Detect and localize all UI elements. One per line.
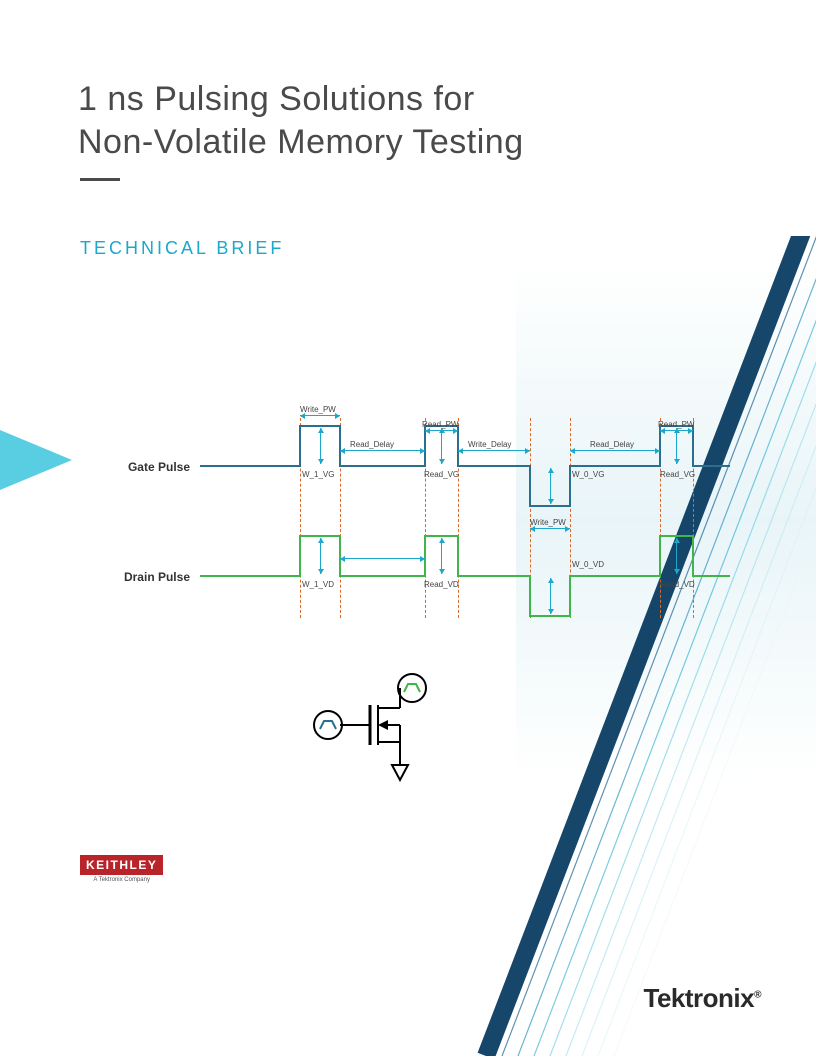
registered-mark: ®	[754, 989, 761, 1000]
gate-waveform	[200, 420, 740, 520]
h-arrow	[458, 450, 530, 451]
annotation-label: Read_VG	[424, 470, 459, 479]
diagonal-decor-lines	[396, 236, 816, 1056]
page-title: 1 ns Pulsing Solutions for Non-Volatile …	[78, 78, 524, 163]
annotation-label: Read_VG	[660, 470, 695, 479]
annotation-label: Write_PW	[530, 518, 566, 527]
annotation-label: W_1_VD	[302, 580, 334, 589]
v-arrow	[550, 578, 551, 614]
tektronix-name: Tektronix	[644, 983, 755, 1013]
annotation-label: Write_PW	[300, 405, 336, 414]
side-triangle-decor	[0, 430, 72, 490]
keithley-sub: A Tektronix Company	[80, 877, 163, 883]
v-arrow	[320, 538, 321, 574]
keithley-name: KEITHLEY	[80, 855, 163, 875]
h-arrow	[530, 528, 570, 529]
annotation-label: Read_Delay	[590, 440, 634, 449]
h-arrow	[340, 558, 425, 559]
title-line-1: 1 ns Pulsing Solutions for	[78, 80, 475, 118]
annotation-label: Read_VD	[424, 580, 459, 589]
v-arrow	[676, 428, 677, 464]
annotation-label: Write_Delay	[468, 440, 511, 449]
annotation-label: W_0_VG	[572, 470, 604, 479]
v-arrow	[441, 428, 442, 464]
v-arrow	[550, 468, 551, 504]
transistor-svg	[300, 670, 450, 790]
drain-waveform	[200, 530, 740, 630]
annotation-label: W_0_VD	[572, 560, 604, 569]
annotation-label: W_1_VG	[302, 470, 334, 479]
tektronix-logo: Tektronix®	[644, 983, 761, 1014]
transistor-schematic	[300, 670, 450, 795]
title-underline	[80, 178, 120, 181]
h-arrow	[300, 415, 340, 416]
annotation-label: Read_VD	[660, 580, 695, 589]
annotation-label: Read_Delay	[350, 440, 394, 449]
title-line-2: Non-Volatile Memory Testing	[78, 123, 524, 161]
h-arrow	[570, 450, 660, 451]
v-arrow	[320, 428, 321, 464]
drain-pulse-label: Drain Pulse	[90, 570, 190, 584]
v-arrow	[676, 538, 677, 574]
keithley-logo: KEITHLEY A Tektronix Company	[80, 855, 163, 883]
subtitle-label: TECHNICAL BRIEF	[80, 238, 284, 259]
v-arrow	[441, 538, 442, 574]
h-arrow	[340, 450, 425, 451]
gate-pulse-label: Gate Pulse	[90, 460, 190, 474]
